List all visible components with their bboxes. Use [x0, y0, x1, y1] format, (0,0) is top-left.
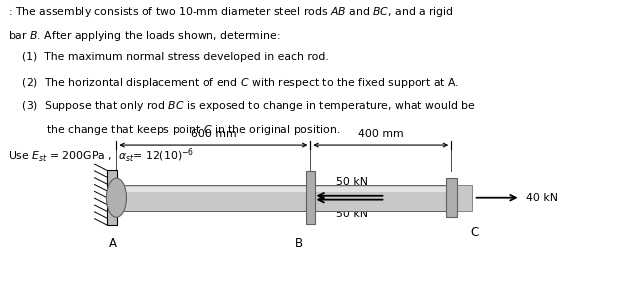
- Text: (3)  Suppose that only rod $BC$ is exposed to change in temperature, what would : (3) Suppose that only rod $BC$ is expose…: [8, 99, 476, 113]
- Ellipse shape: [107, 178, 127, 217]
- Bar: [310, 187, 451, 192]
- Text: 50 kN: 50 kN: [335, 209, 367, 219]
- Text: B: B: [295, 237, 303, 250]
- Text: 40 kN: 40 kN: [525, 193, 557, 203]
- Text: 400 mm: 400 mm: [358, 129, 404, 139]
- Bar: [117, 187, 310, 192]
- Bar: [446, 178, 456, 217]
- Bar: [310, 185, 451, 211]
- Text: Use $E_{st}$ = 200GPa ,  $\alpha_{st}$= 12(10)$^{-6}$: Use $E_{st}$ = 200GPa , $\alpha_{st}$= 1…: [8, 147, 194, 165]
- Bar: [107, 171, 117, 225]
- Bar: [117, 185, 310, 211]
- Text: A: A: [109, 237, 117, 250]
- Text: 50 kN: 50 kN: [335, 177, 367, 187]
- Text: : The assembly consists of two 10-mm diameter steel rods $AB$ and $BC$, and a ri: : The assembly consists of two 10-mm dia…: [8, 5, 454, 19]
- Text: (2)  The horizontal displacement of end $C$ with respect to the fixed support at: (2) The horizontal displacement of end $…: [8, 76, 460, 90]
- Text: 600 mm: 600 mm: [191, 129, 236, 139]
- Text: the change that keeps point $C$ in the original position.: the change that keeps point $C$ in the o…: [8, 123, 340, 137]
- Text: bar $B$. After applying the loads shown, determine:: bar $B$. After applying the loads shown,…: [8, 29, 281, 42]
- Bar: [456, 185, 472, 211]
- Text: C: C: [471, 225, 479, 238]
- Text: (1)  The maximum normal stress developed in each rod.: (1) The maximum normal stress developed …: [8, 52, 329, 62]
- Bar: [306, 171, 315, 224]
